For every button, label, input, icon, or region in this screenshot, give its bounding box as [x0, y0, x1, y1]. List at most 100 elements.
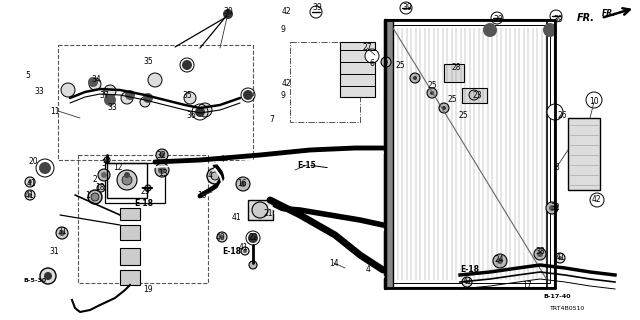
- Text: 24: 24: [494, 255, 504, 265]
- Circle shape: [200, 105, 210, 115]
- Circle shape: [145, 185, 151, 191]
- Text: 20: 20: [28, 156, 38, 165]
- Circle shape: [40, 268, 56, 284]
- Circle shape: [39, 162, 51, 174]
- Text: E-18: E-18: [461, 266, 479, 275]
- Circle shape: [104, 157, 110, 163]
- Circle shape: [469, 90, 479, 100]
- Text: 34: 34: [91, 76, 101, 84]
- Circle shape: [381, 57, 391, 67]
- Circle shape: [184, 92, 196, 104]
- Text: 6: 6: [369, 59, 374, 68]
- Circle shape: [44, 272, 52, 280]
- Circle shape: [98, 169, 110, 181]
- Circle shape: [550, 107, 560, 117]
- Circle shape: [211, 172, 219, 180]
- Circle shape: [88, 77, 98, 87]
- Circle shape: [410, 73, 420, 83]
- Text: 7: 7: [269, 116, 275, 124]
- Circle shape: [497, 258, 503, 264]
- Circle shape: [61, 83, 75, 97]
- Text: 33: 33: [34, 87, 44, 97]
- Bar: [385, 20, 393, 288]
- Bar: [120, 248, 140, 265]
- Text: 5: 5: [26, 71, 31, 81]
- Circle shape: [156, 149, 168, 161]
- Circle shape: [88, 190, 102, 204]
- Text: 36: 36: [186, 110, 196, 119]
- Text: 33: 33: [107, 102, 117, 111]
- Circle shape: [63, 85, 73, 95]
- Text: E-18: E-18: [134, 198, 154, 207]
- Text: 41: 41: [24, 191, 34, 201]
- Circle shape: [241, 247, 249, 255]
- Text: 29: 29: [140, 187, 150, 196]
- Circle shape: [249, 261, 257, 269]
- Circle shape: [590, 193, 604, 207]
- Circle shape: [101, 172, 107, 178]
- Text: 2: 2: [93, 174, 97, 183]
- Text: 4: 4: [220, 155, 225, 164]
- Text: 39: 39: [402, 4, 412, 12]
- Circle shape: [220, 235, 224, 239]
- Circle shape: [207, 168, 223, 184]
- Circle shape: [236, 177, 250, 191]
- Circle shape: [97, 184, 105, 192]
- Bar: [290, 42, 360, 122]
- Text: 10: 10: [589, 98, 599, 107]
- Text: FR.: FR.: [577, 13, 595, 23]
- Text: 42: 42: [281, 7, 291, 17]
- Circle shape: [104, 85, 116, 97]
- Bar: [107, 163, 147, 198]
- Text: 31: 31: [57, 228, 67, 236]
- Circle shape: [182, 60, 192, 70]
- Circle shape: [558, 256, 562, 260]
- Circle shape: [543, 23, 557, 37]
- Circle shape: [186, 94, 194, 102]
- Bar: [390, 25, 550, 283]
- Circle shape: [367, 51, 377, 61]
- Text: 42: 42: [591, 196, 601, 204]
- Circle shape: [217, 232, 227, 242]
- Text: 14: 14: [329, 259, 339, 268]
- Text: 15: 15: [197, 190, 207, 199]
- Circle shape: [25, 190, 35, 200]
- Text: 35: 35: [143, 58, 153, 67]
- Bar: [568, 118, 600, 190]
- Circle shape: [106, 87, 114, 95]
- Bar: [248, 200, 273, 220]
- Circle shape: [384, 60, 388, 64]
- Circle shape: [28, 180, 32, 184]
- Text: 27: 27: [362, 44, 372, 52]
- Circle shape: [552, 12, 560, 20]
- Circle shape: [462, 277, 472, 287]
- Text: 16: 16: [237, 179, 247, 188]
- Circle shape: [493, 14, 501, 22]
- Text: B-5-30: B-5-30: [24, 277, 47, 283]
- Circle shape: [159, 152, 165, 158]
- Text: 4: 4: [207, 171, 212, 180]
- Circle shape: [142, 99, 148, 105]
- Text: B-17-40: B-17-40: [543, 293, 571, 299]
- Circle shape: [117, 170, 137, 190]
- Circle shape: [483, 23, 497, 37]
- Text: 21: 21: [263, 209, 273, 218]
- Text: 13: 13: [158, 169, 168, 178]
- Text: TRT4B0510: TRT4B0510: [550, 306, 586, 310]
- Circle shape: [546, 202, 558, 214]
- Circle shape: [534, 248, 546, 260]
- Circle shape: [427, 88, 437, 98]
- Circle shape: [491, 12, 503, 24]
- Circle shape: [89, 78, 101, 90]
- Text: 30: 30: [223, 7, 233, 17]
- Circle shape: [121, 92, 133, 104]
- Circle shape: [158, 166, 166, 174]
- Circle shape: [148, 73, 162, 87]
- Circle shape: [550, 10, 562, 22]
- Text: 39: 39: [493, 15, 503, 25]
- Text: 35: 35: [182, 91, 192, 100]
- Text: 41: 41: [231, 212, 241, 221]
- Text: 39: 39: [553, 15, 563, 25]
- Circle shape: [91, 80, 99, 88]
- Circle shape: [124, 172, 130, 178]
